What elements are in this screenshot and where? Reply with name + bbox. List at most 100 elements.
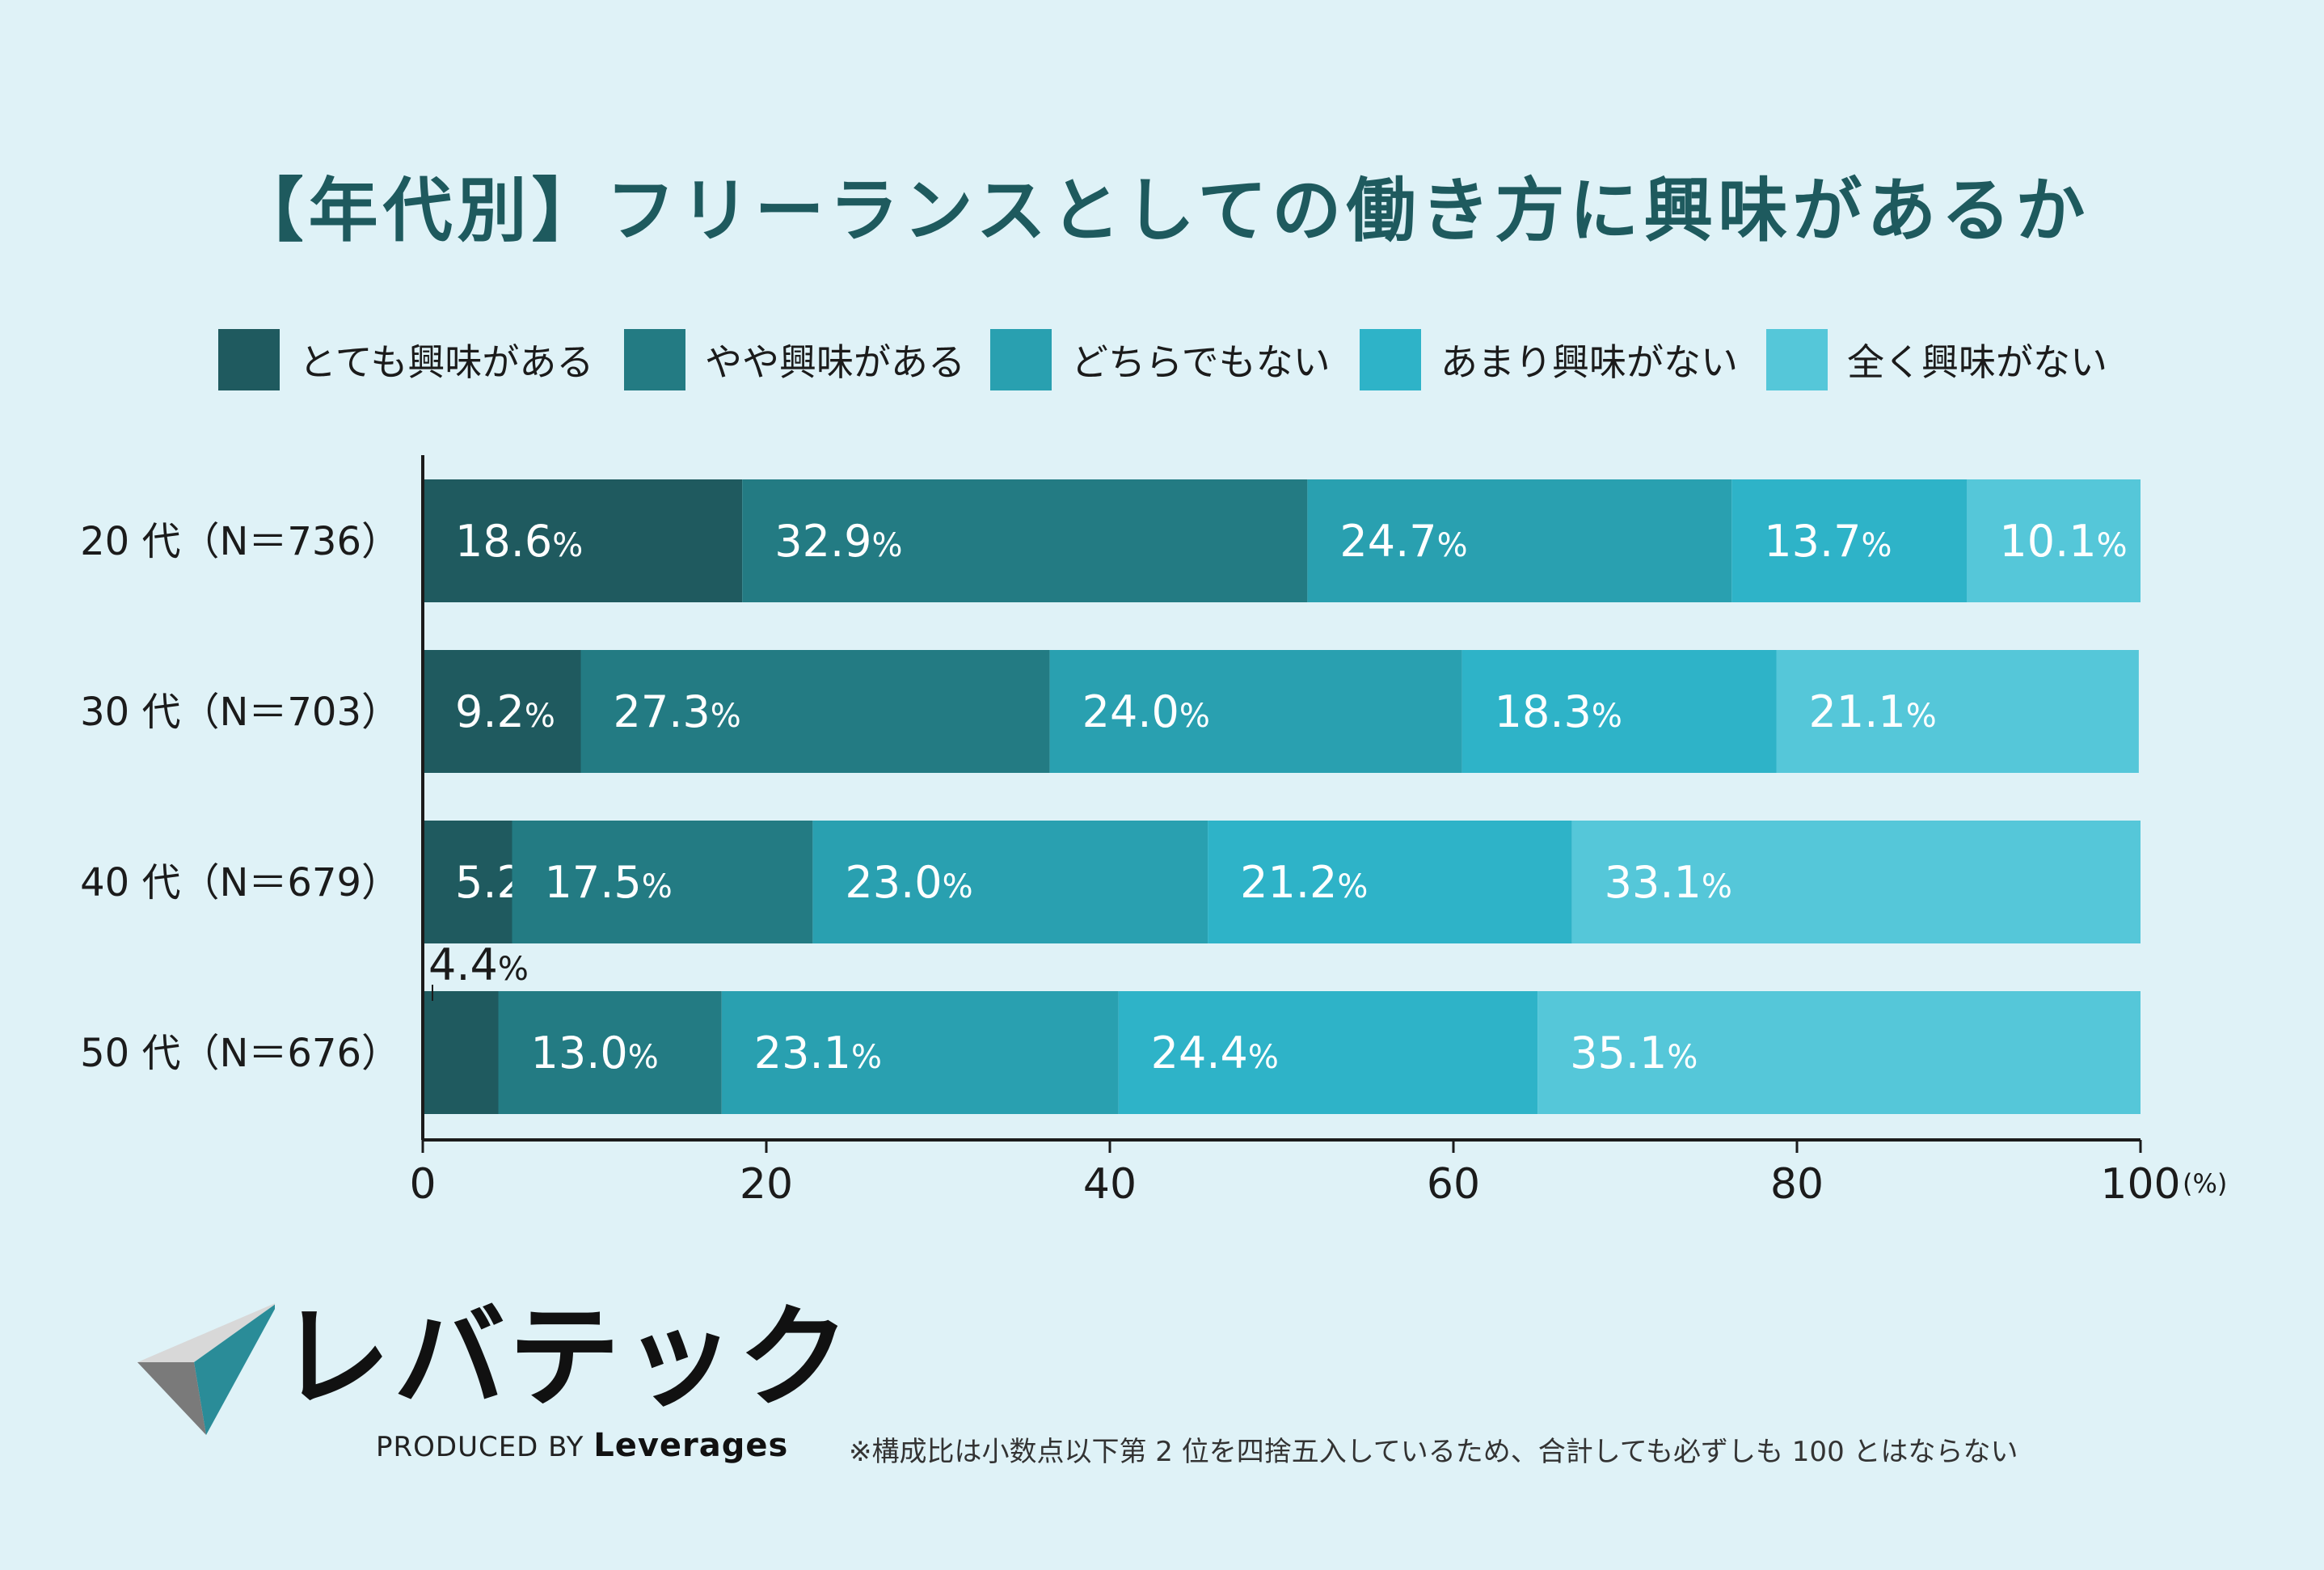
- data-label-value: 10.1: [1999, 516, 2096, 567]
- legend-swatch-4: [1766, 329, 1828, 390]
- data-label: 18.3%: [1495, 686, 1622, 737]
- company-name: Leverages: [593, 1427, 789, 1464]
- bar-segment: [423, 479, 743, 602]
- bar-segment: [423, 650, 581, 773]
- logo-tagline: PRODUCED BY Leverages: [376, 1427, 788, 1464]
- data-label-value: 17.5: [545, 857, 642, 908]
- data-label-unit: %: [1702, 868, 1732, 905]
- bar-segment: [1776, 650, 2139, 773]
- data-label-unit: %: [711, 698, 741, 735]
- legend-swatch-1: [624, 329, 685, 390]
- bar-segment: [1731, 479, 1968, 602]
- logo-mark-icon: [137, 1303, 275, 1435]
- data-label: 18.6%: [455, 516, 583, 567]
- data-label-value: 13.7: [1764, 516, 1861, 567]
- x-tick-label: 40: [1083, 1160, 1137, 1209]
- legend-label-1: やや興味がある: [705, 340, 965, 384]
- data-label: 9.2%: [455, 686, 555, 737]
- data-label: 21.2%: [1240, 857, 1368, 908]
- data-label: 35.1%: [1570, 1028, 1698, 1078]
- bar-segment: [498, 991, 722, 1114]
- data-label-unit: %: [1248, 1039, 1279, 1076]
- bar-segment: [1461, 650, 1777, 773]
- bar-segment: [1208, 821, 1572, 943]
- footnote: ※構成比は小数点以下第 2 位を四捨五入しているため、合計しても必ずしも 100…: [849, 1436, 2018, 1468]
- data-label: 33.1%: [1605, 857, 1732, 908]
- legend-item-1: やや興味がある: [624, 327, 965, 392]
- leverages-logo: レバテック PRODUCED BY Leverages: [129, 1294, 850, 1488]
- data-label-value: 27.3: [614, 686, 711, 737]
- legend-swatch-2: [990, 329, 1052, 390]
- category-label: 40 代（N＝679）: [80, 860, 400, 905]
- bar-segment: [423, 821, 512, 943]
- data-label-value: 32.9: [774, 516, 871, 567]
- data-label-value: 4.4: [428, 939, 498, 990]
- data-label: 27.3%: [614, 686, 741, 737]
- bar-segment: [423, 991, 499, 1114]
- data-label-unit: %: [1667, 1039, 1698, 1076]
- produced-by: PRODUCED BY: [376, 1431, 584, 1463]
- x-axis-unit: (%): [2183, 1168, 2227, 1199]
- legend-item-0: とても興味がある: [218, 327, 593, 392]
- bar-segment: [1571, 821, 2141, 943]
- data-label-unit: %: [1179, 698, 1210, 735]
- legend-label-4: 全く興味がない: [1847, 340, 2107, 384]
- data-label: 17.5%: [545, 857, 673, 908]
- data-label-unit: %: [525, 698, 555, 735]
- data-label-value: 21.1: [1809, 686, 1906, 737]
- data-label-value: 35.1: [1570, 1028, 1667, 1078]
- bar-segment: [742, 479, 1308, 602]
- data-label-value: 24.0: [1082, 686, 1179, 737]
- bar-segment: [812, 821, 1208, 943]
- legend-label-0: とても興味がある: [299, 340, 594, 384]
- bar-segment: [1049, 650, 1462, 773]
- data-label-unit: %: [1592, 698, 1622, 735]
- data-label: 24.4%: [1151, 1028, 1279, 1078]
- bar-segment: [1307, 479, 1732, 602]
- bar-segment: [1118, 991, 1538, 1114]
- data-label-unit: %: [1437, 527, 1468, 564]
- x-tick-label: 100: [2100, 1160, 2180, 1209]
- x-tick-label: 60: [1427, 1160, 1480, 1209]
- data-label-unit: %: [628, 1039, 659, 1076]
- data-label-value: 9.2: [455, 686, 525, 737]
- data-label-unit: %: [1861, 527, 1892, 564]
- legend-item-3: あまり興味がない: [1360, 327, 1738, 392]
- bar-segment: [721, 991, 1119, 1114]
- bar-segment: [1967, 479, 2141, 602]
- bar-segment: [580, 650, 1050, 773]
- data-label-value: 23.1: [754, 1028, 851, 1078]
- category-label: 50 代（N＝676）: [80, 1031, 400, 1076]
- data-label: 13.7%: [1764, 516, 1892, 567]
- data-label-value: 13.0: [531, 1028, 628, 1078]
- data-label: 24.0%: [1082, 686, 1210, 737]
- data-label-value: 24.4: [1151, 1028, 1248, 1078]
- data-label-value: 24.7: [1339, 516, 1436, 567]
- x-tick-label: 0: [409, 1160, 436, 1209]
- legend-item-4: 全く興味がない: [1766, 327, 2107, 392]
- data-label: 32.9%: [774, 516, 902, 567]
- data-label-value: 23.0: [845, 857, 942, 908]
- legend-swatch-0: [218, 329, 280, 390]
- data-label: 10.1%: [1999, 516, 2127, 567]
- data-label-unit: %: [2097, 527, 2128, 564]
- data-label-unit: %: [552, 527, 583, 564]
- bar-segment: [1537, 991, 2141, 1114]
- data-label: 4.4%: [428, 939, 529, 990]
- data-label: 24.7%: [1339, 516, 1467, 567]
- data-label: 23.0%: [845, 857, 972, 908]
- legend-item-2: どちらでもない: [990, 327, 1331, 392]
- data-label-unit: %: [1337, 868, 1368, 905]
- data-label-value: 33.1: [1605, 857, 1702, 908]
- data-label-value: 18.3: [1495, 686, 1592, 737]
- legend-label-2: どちらでもない: [1071, 340, 1331, 384]
- legend-label-3: あまり興味がない: [1440, 340, 1738, 384]
- logo-wordmark: レバテック: [279, 1293, 854, 1423]
- data-label-unit: %: [642, 868, 673, 905]
- data-label: 13.0%: [531, 1028, 659, 1078]
- category-label: 30 代（N＝703）: [80, 690, 400, 735]
- data-label-unit: %: [851, 1039, 882, 1076]
- data-label-unit: %: [871, 527, 902, 564]
- data-label: 23.1%: [754, 1028, 882, 1078]
- data-label-unit: %: [1906, 698, 1937, 735]
